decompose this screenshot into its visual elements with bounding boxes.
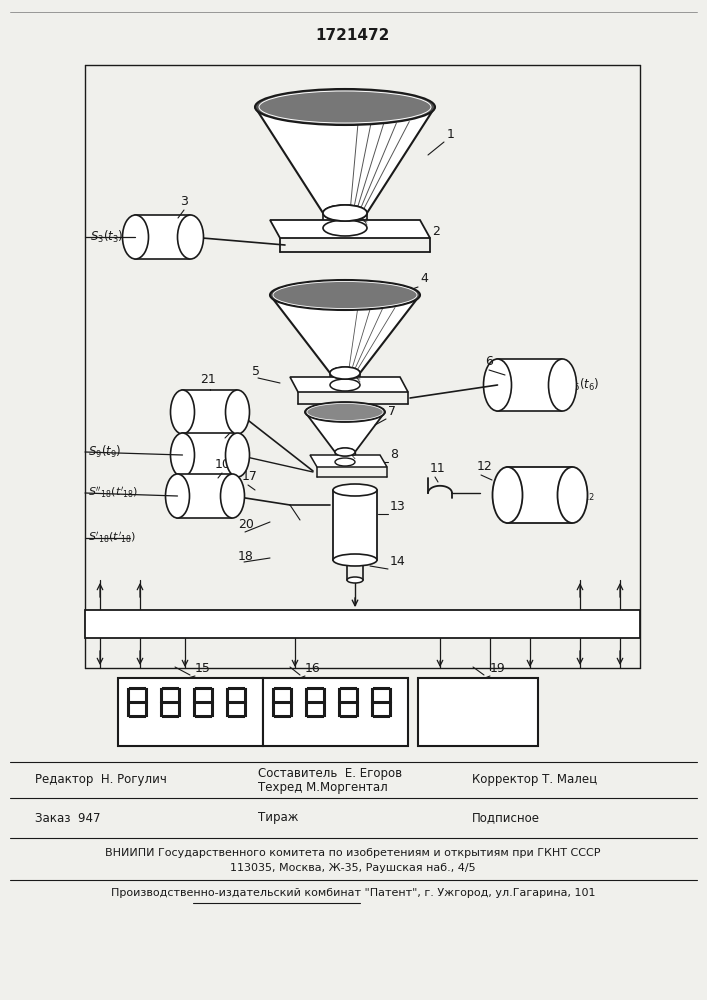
Ellipse shape xyxy=(330,379,360,391)
Text: 6: 6 xyxy=(485,355,493,368)
Ellipse shape xyxy=(335,458,355,466)
Bar xyxy=(177,474,233,518)
Bar xyxy=(333,490,377,560)
Ellipse shape xyxy=(307,403,383,420)
Polygon shape xyxy=(85,610,640,638)
Ellipse shape xyxy=(170,433,194,477)
Text: 14: 14 xyxy=(390,555,406,568)
Polygon shape xyxy=(305,412,385,452)
Ellipse shape xyxy=(323,205,367,221)
Text: 7: 7 xyxy=(388,405,396,418)
Ellipse shape xyxy=(259,91,431,123)
Bar xyxy=(118,678,263,746)
Bar xyxy=(418,678,538,746)
Text: $S'_{18}(t'_{18})$: $S'_{18}(t'_{18})$ xyxy=(88,531,136,545)
Ellipse shape xyxy=(330,367,360,379)
Bar xyxy=(498,359,563,411)
Ellipse shape xyxy=(323,220,367,236)
Ellipse shape xyxy=(305,402,385,422)
Ellipse shape xyxy=(177,215,204,259)
Text: 10: 10 xyxy=(215,458,231,471)
Ellipse shape xyxy=(333,484,377,496)
Bar xyxy=(263,678,408,746)
Ellipse shape xyxy=(335,448,355,456)
Text: 21: 21 xyxy=(200,373,216,386)
Ellipse shape xyxy=(221,474,245,518)
Text: 8: 8 xyxy=(390,448,398,461)
Ellipse shape xyxy=(330,367,360,379)
Text: Заказ  947: Заказ 947 xyxy=(35,812,100,824)
Ellipse shape xyxy=(170,390,194,434)
Ellipse shape xyxy=(165,474,189,518)
Ellipse shape xyxy=(549,359,576,411)
Ellipse shape xyxy=(323,205,367,221)
Text: 1721472: 1721472 xyxy=(316,27,390,42)
Text: 13: 13 xyxy=(390,500,406,513)
Text: 3: 3 xyxy=(180,195,188,208)
Text: 2: 2 xyxy=(432,225,440,238)
Text: $S_{12}$: $S_{12}$ xyxy=(576,487,595,503)
Ellipse shape xyxy=(335,448,355,456)
Text: Подписное: Подписное xyxy=(472,812,540,824)
Text: 12: 12 xyxy=(477,460,493,473)
Ellipse shape xyxy=(484,359,511,411)
Polygon shape xyxy=(270,295,420,373)
Text: Тираж: Тираж xyxy=(258,812,298,824)
Text: 16: 16 xyxy=(305,662,321,675)
Text: $S_6(t_6)$: $S_6(t_6)$ xyxy=(566,377,600,393)
Text: 18: 18 xyxy=(238,550,254,563)
Text: Техред М.Моргентал: Техред М.Моргентал xyxy=(258,780,387,794)
Bar xyxy=(136,215,190,259)
Bar xyxy=(335,452,355,462)
Ellipse shape xyxy=(493,467,522,523)
Text: 113035, Москва, Ж-35, Раушская наб., 4/5: 113035, Москва, Ж-35, Раушская наб., 4/5 xyxy=(230,863,476,873)
Text: $S''_{18}(t'_{18})$: $S''_{18}(t'_{18})$ xyxy=(88,486,139,500)
Text: 11: 11 xyxy=(430,462,445,475)
Text: 1: 1 xyxy=(447,128,455,141)
Polygon shape xyxy=(290,377,408,392)
Polygon shape xyxy=(310,455,387,467)
Ellipse shape xyxy=(270,280,420,310)
Bar xyxy=(182,433,238,477)
Ellipse shape xyxy=(122,215,148,259)
Text: Корректор Т. Малец: Корректор Т. Малец xyxy=(472,774,597,786)
Text: Составитель  Е. Егоров: Составитель Е. Егоров xyxy=(258,766,402,780)
Ellipse shape xyxy=(558,467,588,523)
Ellipse shape xyxy=(273,282,417,308)
Text: $S_9(t_9)$: $S_9(t_9)$ xyxy=(88,444,122,460)
Ellipse shape xyxy=(255,89,435,125)
Text: 9: 9 xyxy=(227,418,235,431)
Polygon shape xyxy=(270,220,430,238)
Text: 17: 17 xyxy=(242,470,258,483)
Text: Редактор  Н. Рогулич: Редактор Н. Рогулич xyxy=(35,774,167,786)
Text: 5: 5 xyxy=(252,365,260,378)
Text: $S_3(t_3)$: $S_3(t_3)$ xyxy=(90,229,124,245)
Ellipse shape xyxy=(226,390,250,434)
Text: 20: 20 xyxy=(238,518,254,531)
Text: 19: 19 xyxy=(490,662,506,675)
Text: 4: 4 xyxy=(420,272,428,285)
Bar xyxy=(330,373,360,385)
Ellipse shape xyxy=(347,577,363,583)
Text: 15: 15 xyxy=(195,662,211,675)
Bar xyxy=(323,213,367,228)
Bar xyxy=(508,467,573,523)
Polygon shape xyxy=(255,107,435,213)
Ellipse shape xyxy=(333,554,377,566)
Ellipse shape xyxy=(226,433,250,477)
Text: ВНИИПИ Государственного комитета по изобретениям и открытиям при ГКНТ СССР: ВНИИПИ Государственного комитета по изоб… xyxy=(105,848,601,858)
Bar xyxy=(182,390,238,434)
Text: Производственно-издательский комбинат "Патент", г. Ужгород, ул.Гагарина, 101: Производственно-издательский комбинат "П… xyxy=(111,888,595,898)
